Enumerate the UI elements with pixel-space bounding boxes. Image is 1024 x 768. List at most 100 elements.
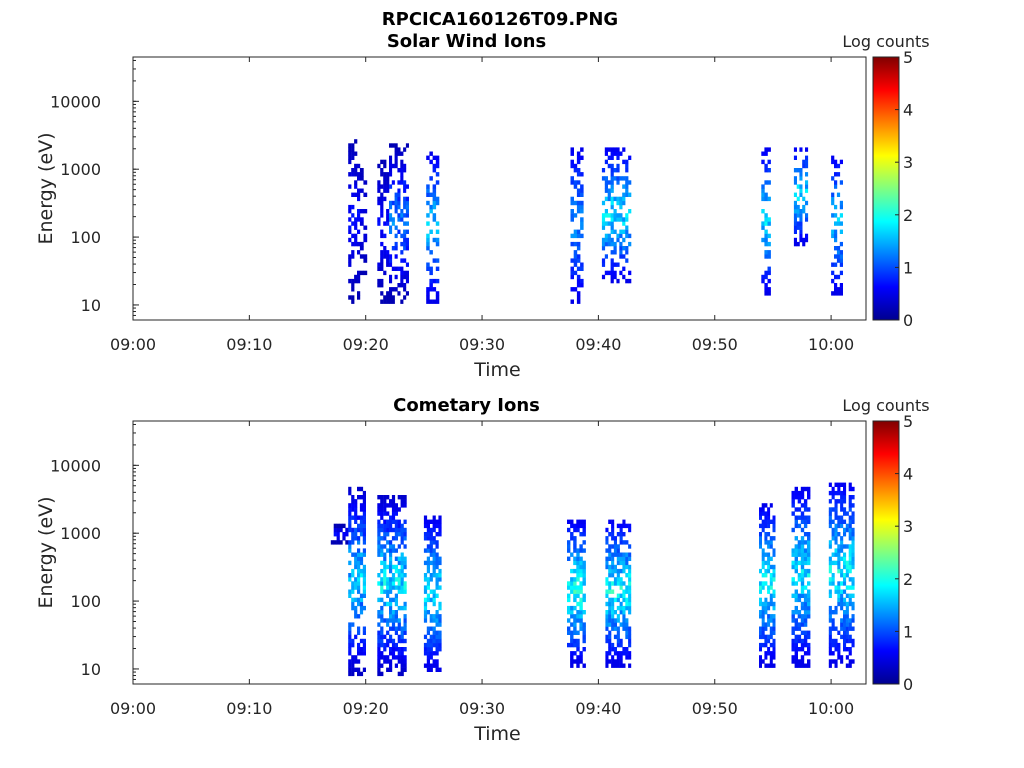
heatmap-cell bbox=[383, 196, 387, 202]
heatmap-cell bbox=[759, 523, 762, 529]
heatmap-cell bbox=[802, 196, 806, 202]
heatmap-cell bbox=[837, 647, 841, 652]
heatmap-cell bbox=[383, 523, 387, 529]
heatmap-cell bbox=[840, 655, 844, 660]
heatmap-cell bbox=[619, 536, 623, 541]
heatmap-cell bbox=[607, 192, 611, 197]
heatmap-cell bbox=[567, 556, 571, 561]
heatmap-cell bbox=[389, 544, 393, 549]
heatmap-cell bbox=[383, 503, 387, 508]
heatmap-cell bbox=[429, 536, 433, 541]
heatmap-cell bbox=[576, 568, 580, 574]
heatmap-cell bbox=[362, 605, 366, 611]
heatmap-cell bbox=[397, 605, 401, 611]
heatmap-cell bbox=[348, 147, 352, 152]
heatmap-cell bbox=[619, 663, 623, 668]
heatmap-cell bbox=[610, 200, 614, 206]
heatmap-cell bbox=[800, 568, 805, 574]
heatmap-cell bbox=[605, 659, 609, 664]
heatmap-cell bbox=[610, 262, 614, 267]
heatmap-cell bbox=[605, 540, 609, 545]
heatmap-cell bbox=[573, 589, 577, 594]
heatmap-cell bbox=[354, 577, 358, 582]
heatmap-cell bbox=[386, 638, 390, 644]
heatmap-cell bbox=[429, 544, 433, 549]
heatmap-cell bbox=[836, 217, 841, 222]
burst-1 bbox=[330, 523, 349, 545]
heatmap-cell bbox=[386, 585, 390, 590]
heatmap-cell bbox=[767, 544, 771, 549]
heatmap-cell bbox=[848, 626, 852, 631]
heatmap-cell bbox=[426, 295, 430, 300]
heatmap-cell bbox=[351, 241, 355, 247]
heatmap-cell bbox=[389, 155, 393, 160]
heatmap-cell bbox=[839, 204, 843, 210]
heatmap-cell bbox=[625, 597, 629, 603]
heatmap-cell bbox=[807, 486, 811, 492]
heatmap-cell bbox=[391, 581, 396, 586]
heatmap-cell bbox=[851, 577, 855, 582]
heatmap-cell bbox=[429, 642, 433, 648]
heatmap-cell bbox=[348, 667, 352, 672]
heatmap-cell bbox=[403, 221, 407, 226]
heatmap-cell bbox=[800, 618, 805, 623]
heatmap-cell bbox=[380, 655, 384, 660]
heatmap-cell bbox=[357, 295, 361, 300]
heatmap-cell bbox=[613, 209, 617, 214]
heatmap-cell bbox=[625, 626, 629, 631]
heatmap-cell bbox=[601, 168, 606, 173]
heatmap-cell bbox=[807, 536, 811, 541]
heatmap-cell bbox=[848, 651, 852, 656]
heatmap-cell bbox=[391, 217, 395, 222]
heatmap-cell bbox=[579, 605, 583, 611]
heatmap-cell bbox=[389, 659, 393, 664]
heatmap-cell bbox=[622, 184, 626, 189]
heatmap-cell bbox=[793, 221, 797, 226]
heatmap-cell bbox=[619, 204, 623, 210]
heatmap-cell bbox=[400, 556, 404, 561]
heatmap-cell bbox=[389, 168, 393, 173]
heatmap-cell bbox=[426, 667, 430, 672]
heatmap-cell bbox=[403, 532, 407, 537]
heatmap-cell bbox=[831, 507, 835, 512]
heatmap-cell bbox=[836, 287, 841, 292]
heatmap-cell bbox=[432, 601, 436, 607]
heatmap-cell bbox=[348, 540, 352, 545]
heatmap-cell bbox=[767, 568, 771, 574]
heatmap-cell bbox=[354, 659, 358, 664]
heatmap-cell bbox=[357, 552, 361, 557]
heatmap-cell bbox=[351, 192, 355, 197]
heatmap-cell bbox=[764, 536, 768, 541]
y-axis-label: Energy (eV) bbox=[35, 496, 57, 608]
heatmap-cell bbox=[843, 564, 847, 570]
heatmap-cell bbox=[834, 548, 838, 553]
heatmap-cell bbox=[380, 610, 384, 615]
heatmap-cell bbox=[386, 593, 390, 598]
heatmap-cell bbox=[383, 568, 387, 574]
heatmap-cell bbox=[348, 527, 352, 533]
heatmap-cell bbox=[800, 655, 805, 660]
heatmap-cell bbox=[843, 490, 847, 496]
heatmap-cell bbox=[601, 237, 606, 243]
heatmap-cell bbox=[605, 527, 609, 533]
heatmap-cell bbox=[432, 287, 437, 292]
heatmap-cell bbox=[394, 556, 398, 561]
heatmap-cell bbox=[800, 659, 805, 664]
heatmap-cell bbox=[400, 278, 404, 284]
heatmap-cell bbox=[616, 597, 620, 603]
heatmap-cell bbox=[797, 593, 802, 598]
heatmap-cell bbox=[625, 540, 629, 545]
heatmap-cell bbox=[576, 188, 581, 193]
heatmap-cell bbox=[845, 605, 849, 611]
heatmap-cell bbox=[391, 266, 395, 271]
heatmap-cell bbox=[840, 544, 844, 549]
heatmap-cell bbox=[625, 159, 629, 165]
heatmap-cell bbox=[802, 159, 806, 165]
heatmap-cell bbox=[769, 581, 773, 586]
heatmap-cell bbox=[389, 638, 393, 644]
heatmap-cell bbox=[607, 233, 611, 239]
heatmap-cell bbox=[576, 663, 580, 668]
heatmap-cell bbox=[807, 568, 811, 574]
heatmap-cell bbox=[764, 663, 768, 668]
